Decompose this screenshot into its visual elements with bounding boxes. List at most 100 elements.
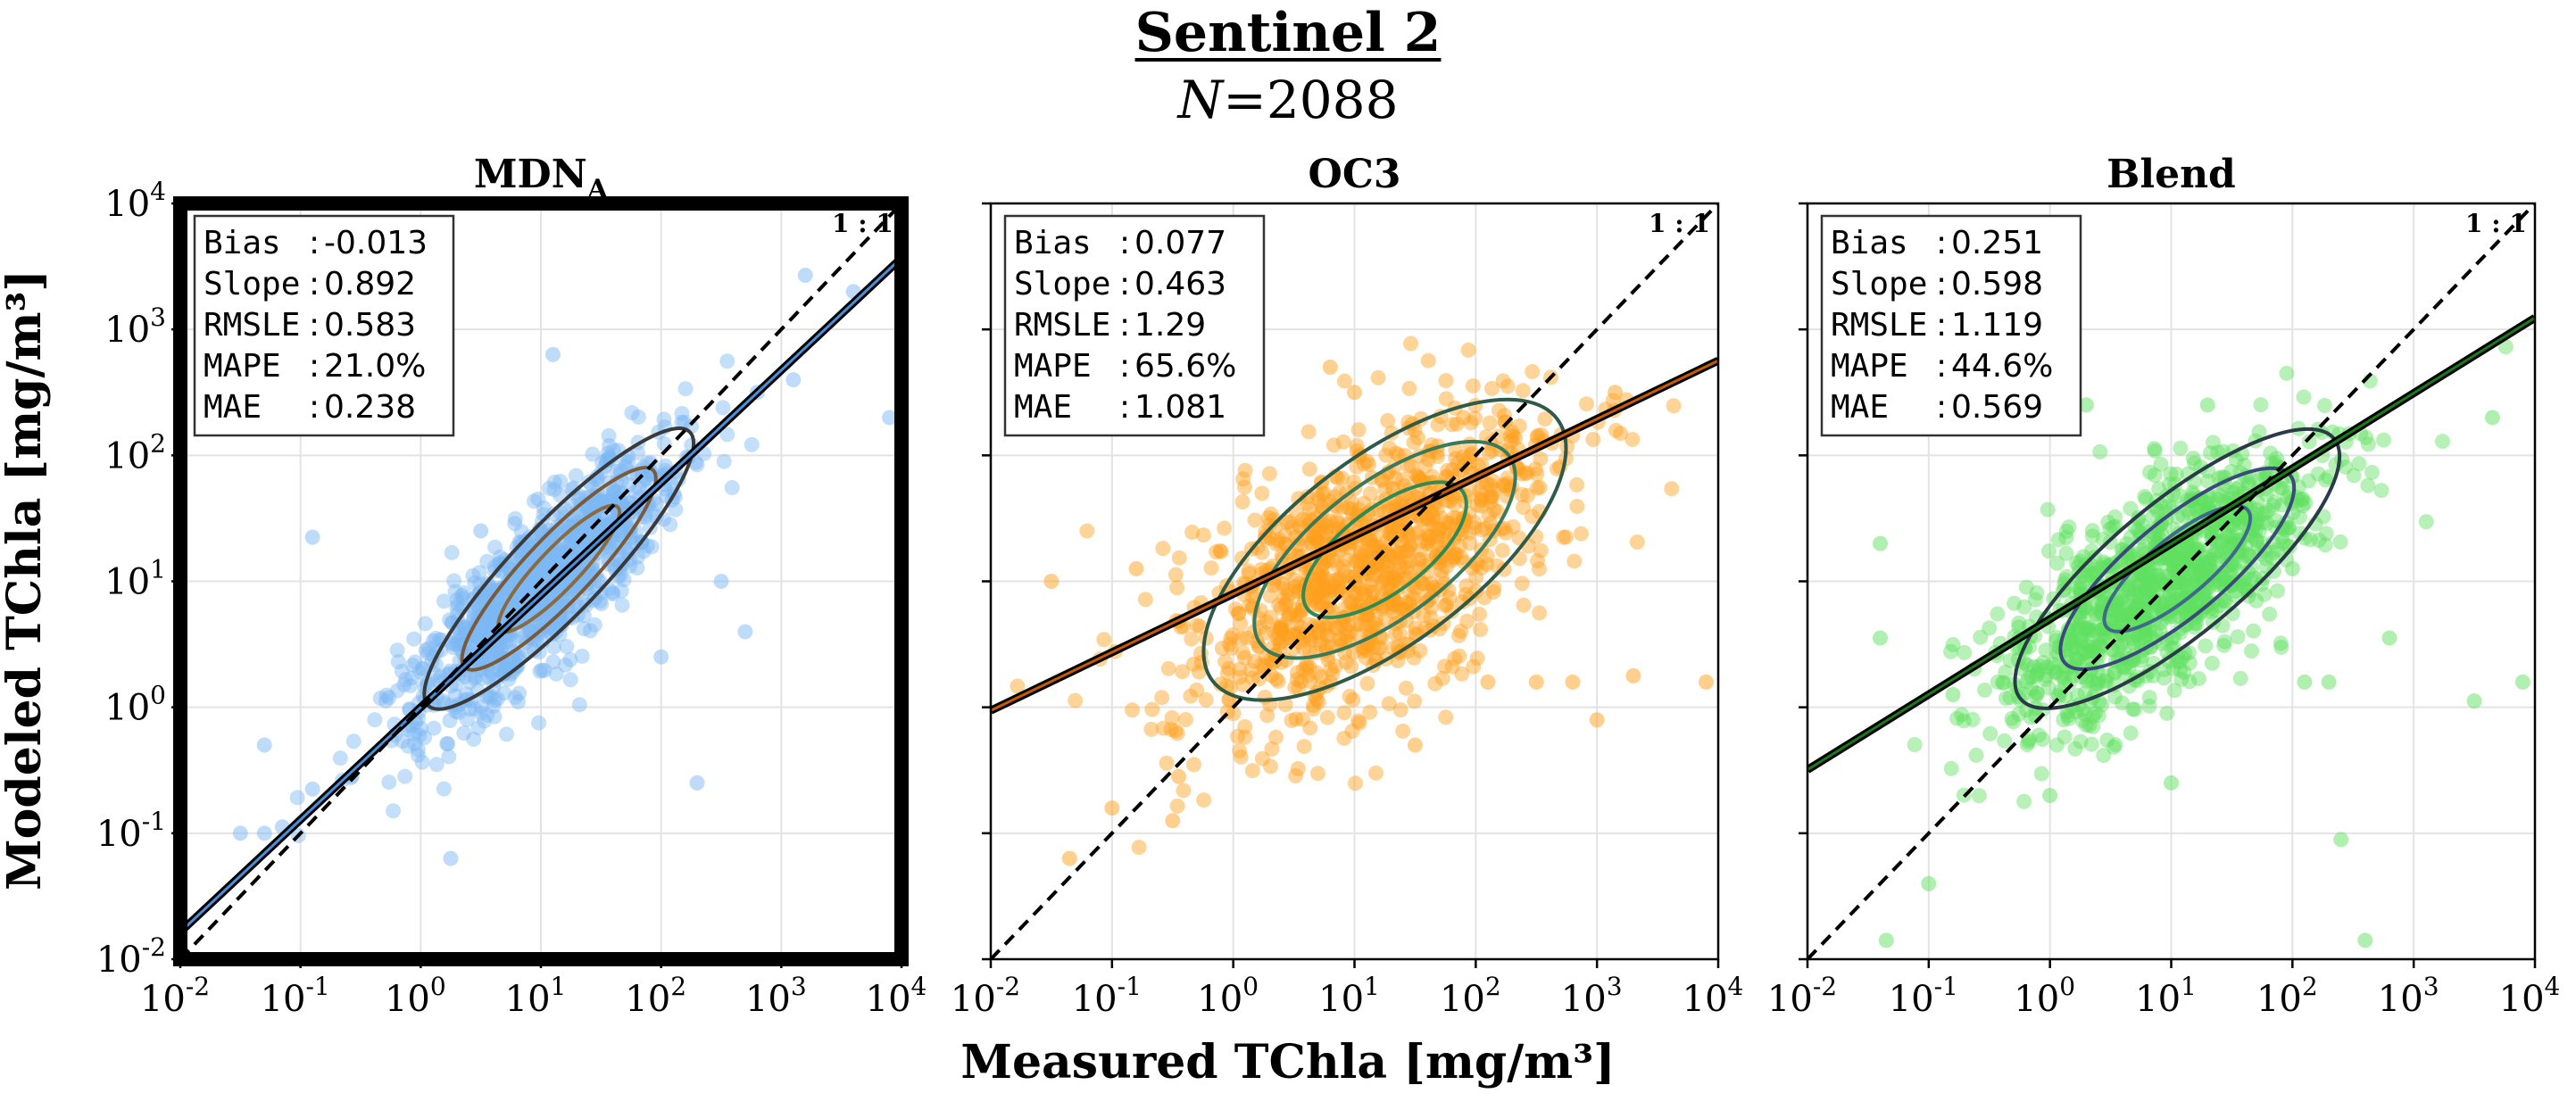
data-point [2210, 444, 2226, 460]
data-point [1533, 427, 1550, 443]
data-point [2097, 673, 2113, 689]
data-point [2134, 601, 2150, 617]
data-point [428, 630, 444, 646]
data-point [2180, 559, 2196, 576]
data-point [2137, 569, 2153, 585]
data-point [469, 629, 485, 645]
data-point [2189, 574, 2205, 590]
data-point [1291, 625, 1307, 641]
data-point [1359, 543, 1375, 559]
data-point [1254, 544, 1270, 560]
data-point [1325, 552, 1341, 568]
data-point [2295, 498, 2311, 514]
data-point [2215, 544, 2231, 560]
data-point [2026, 659, 2042, 675]
data-point [2166, 559, 2182, 575]
data-point [2070, 579, 2086, 595]
data-point [1348, 586, 1364, 602]
data-point [498, 726, 514, 742]
data-point [1497, 414, 1513, 430]
tick-exponent: 3 [150, 302, 166, 332]
data-point [1279, 582, 1295, 598]
data-point [1267, 729, 1284, 745]
data-point [514, 577, 530, 593]
data-point [2147, 441, 2163, 457]
y-tick-label: 103 [104, 302, 166, 351]
data-point [531, 565, 547, 581]
data-point [1303, 632, 1319, 648]
data-point [2244, 559, 2260, 576]
tick-exponent: -2 [186, 972, 210, 1001]
data-point [2018, 579, 2034, 595]
data-point [1462, 447, 1478, 463]
data-point [2090, 645, 2106, 661]
data-point [1359, 453, 1375, 469]
data-point [668, 501, 684, 518]
data-point [2186, 619, 2202, 635]
data-point [1310, 618, 1326, 634]
data-point [2205, 435, 2221, 451]
data-point [577, 594, 593, 610]
data-point [1234, 644, 1251, 660]
data-point [1346, 644, 1362, 660]
data-point [1340, 500, 1356, 516]
data-point [2079, 603, 2095, 619]
data-point [2135, 568, 2151, 584]
stat-value: 0.569 [1951, 389, 2043, 426]
data-point [2191, 570, 2207, 586]
data-point [2298, 495, 2314, 511]
data-point [2080, 622, 2096, 638]
data-point [620, 545, 636, 561]
data-point [2067, 741, 2083, 757]
data-point [2186, 563, 2202, 579]
data-point [2096, 554, 2112, 570]
data-point [2083, 642, 2099, 659]
data-point [2198, 558, 2215, 574]
data-point [511, 649, 528, 665]
data-point [601, 427, 617, 443]
data-point [2084, 623, 2100, 639]
data-point [2255, 506, 2271, 522]
data-point [2056, 712, 2072, 728]
data-point [1954, 707, 1970, 723]
data-point [1500, 476, 1516, 492]
data-point [2174, 650, 2190, 666]
data-point [1968, 747, 1984, 763]
data-point [1486, 501, 1502, 518]
data-point [485, 584, 501, 600]
data-point [1319, 592, 1335, 609]
data-point [677, 414, 693, 430]
outlier-point [473, 523, 489, 539]
data-point [1318, 601, 1334, 617]
data-point [2232, 506, 2248, 522]
data-point [2151, 567, 2167, 583]
data-point [1957, 644, 1973, 660]
data-point [535, 552, 551, 568]
data-point [1401, 528, 1417, 544]
data-point [1337, 600, 1353, 616]
stat-value: 1.29 [1134, 307, 1206, 344]
data-point [2212, 549, 2228, 565]
data-point [1315, 516, 1331, 532]
data-point [1309, 692, 1325, 708]
data-point [1303, 513, 1319, 529]
data-point [2195, 555, 2211, 571]
tick-base: 10 [1440, 979, 1485, 1020]
outlier-point [1456, 410, 1472, 426]
data-point [2002, 690, 2018, 706]
data-point [1397, 517, 1413, 533]
data-point [546, 608, 562, 624]
data-point [1338, 621, 1354, 637]
data-point [2083, 601, 2099, 617]
data-point [436, 693, 452, 709]
data-point [1468, 584, 1484, 600]
data-point [1341, 568, 1357, 584]
data-point [2084, 523, 2100, 539]
data-point [1382, 553, 1398, 569]
data-point [2204, 604, 2220, 620]
data-point [2090, 708, 2107, 724]
data-point [2218, 530, 2234, 546]
data-point [1531, 561, 1547, 577]
outlier-point [2514, 674, 2530, 690]
data-point [599, 452, 615, 468]
